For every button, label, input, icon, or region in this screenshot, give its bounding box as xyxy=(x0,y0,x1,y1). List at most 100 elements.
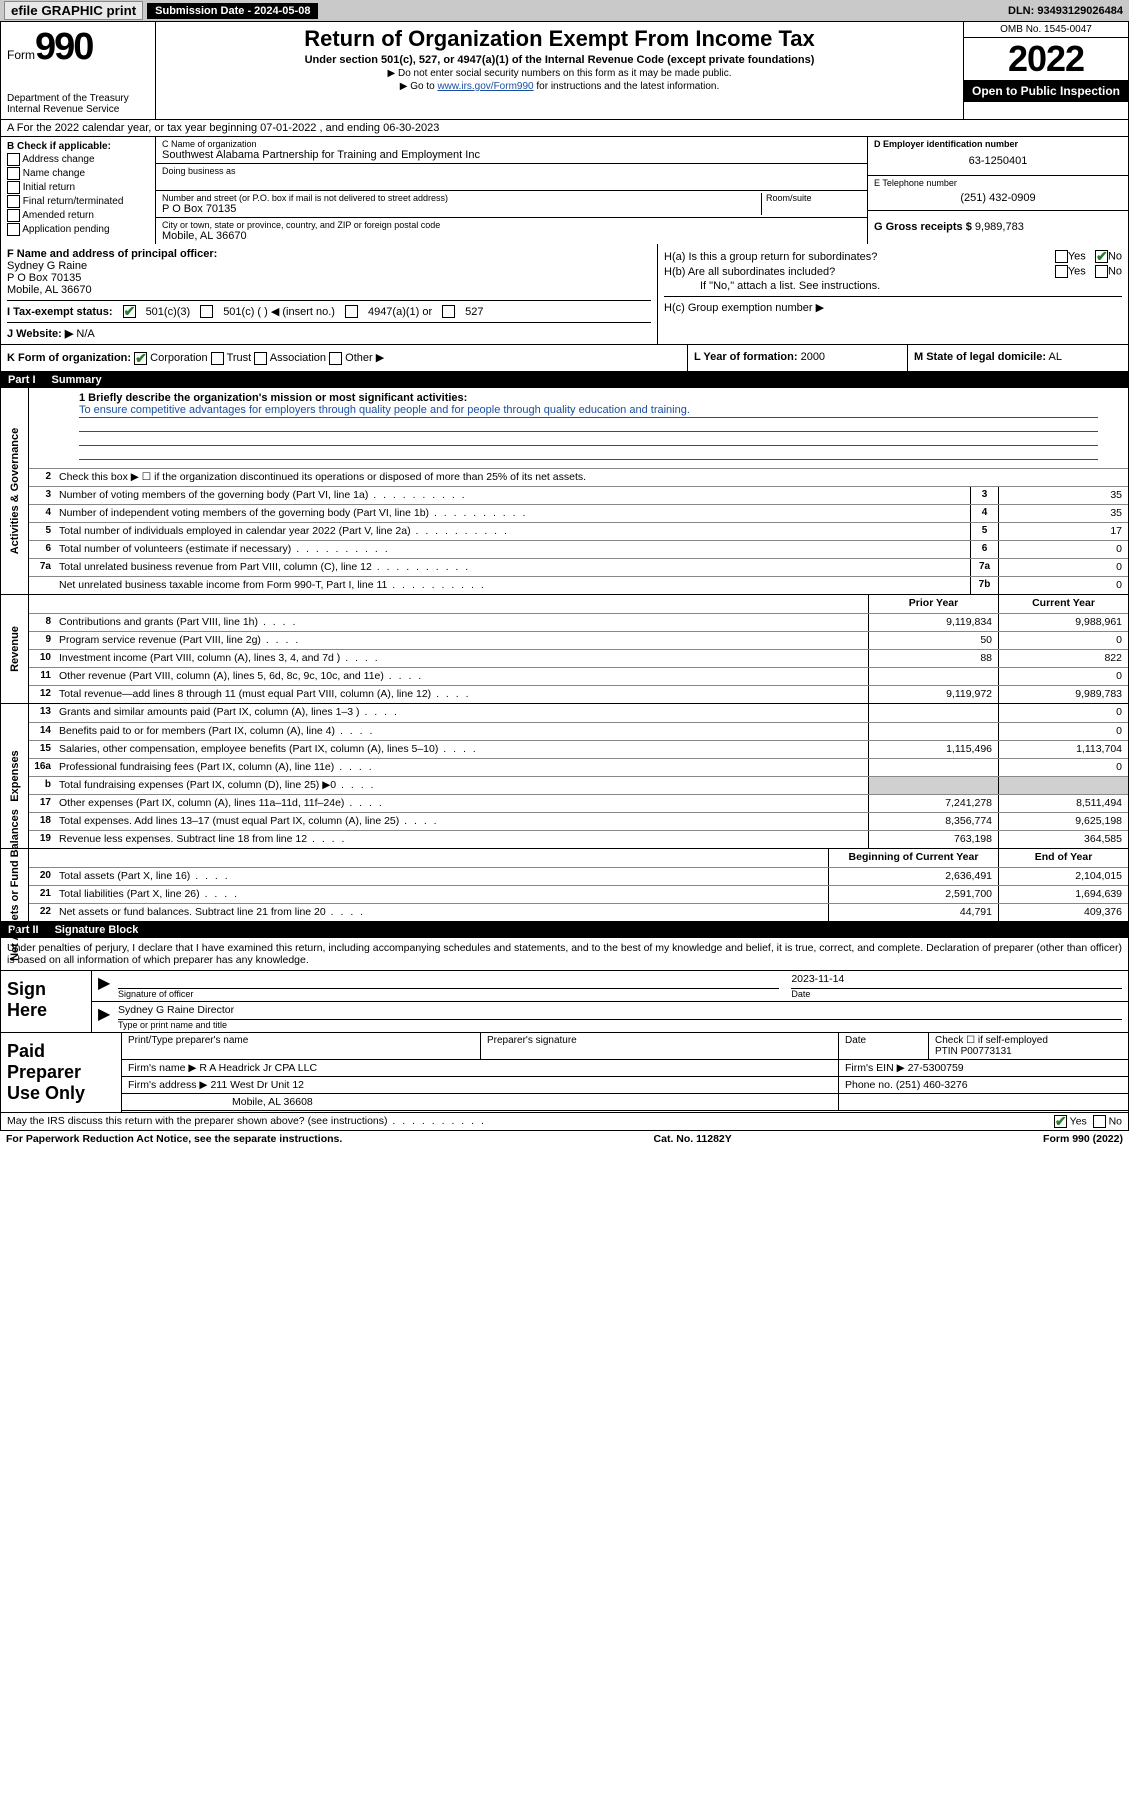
arrow-icon: ▶ xyxy=(92,1002,112,1032)
col-c-org-info: C Name of organization Southwest Alabama… xyxy=(156,137,868,244)
website-value: N/A xyxy=(76,328,94,340)
chk-501c3[interactable] xyxy=(123,305,136,318)
summary-row: 9Program service revenue (Part VIII, lin… xyxy=(29,631,1128,649)
discuss-no[interactable] xyxy=(1093,1115,1106,1128)
tel-value: (251) 432-0909 xyxy=(874,188,1122,208)
signature-block: Under penalties of perjury, I declare th… xyxy=(0,938,1129,1131)
chk-501c[interactable] xyxy=(200,305,213,318)
chk-amended-return[interactable]: Amended return xyxy=(7,209,149,222)
submission-date-badge: Submission Date - 2024-05-08 xyxy=(147,3,318,19)
summary-row: 15Salaries, other compensation, employee… xyxy=(29,740,1128,758)
irs-link[interactable]: www.irs.gov/Form990 xyxy=(437,81,533,92)
col-end-year: End of Year xyxy=(998,849,1128,867)
chk-address-change[interactable]: Address change xyxy=(7,153,149,166)
chk-assoc[interactable] xyxy=(254,352,267,365)
ptin-value: P00773131 xyxy=(961,1046,1012,1057)
summary-row: 4Number of independent voting members of… xyxy=(29,504,1128,522)
summary-row: 5Total number of individuals employed in… xyxy=(29,522,1128,540)
vlabel-na: Net Assets or Fund Balances xyxy=(1,849,29,921)
mission-text: To ensure competitive advantages for emp… xyxy=(79,404,1098,418)
ha-no[interactable] xyxy=(1095,250,1108,263)
officer-label: F Name and address of principal officer: xyxy=(7,248,217,260)
open-public-badge: Open to Public Inspection xyxy=(964,80,1128,102)
chk-corp[interactable] xyxy=(134,352,147,365)
row-klm: K Form of organization: Corporation Trus… xyxy=(0,345,1129,372)
paid-preparer-label: Paid Preparer Use Only xyxy=(1,1033,121,1112)
sign-here-label: Sign Here xyxy=(1,971,91,1032)
footer-line: For Paperwork Reduction Act Notice, see … xyxy=(0,1131,1129,1147)
sig-date: 2023-11-14 xyxy=(791,973,1122,989)
form-number: 990 xyxy=(35,26,92,68)
state-domicile-label: M State of legal domicile: xyxy=(914,351,1046,363)
tax-exempt-label: I Tax-exempt status: xyxy=(7,306,113,318)
firm-name-label: Firm's name ▶ xyxy=(128,1062,196,1074)
summary-row: 22Net assets or fund balances. Subtract … xyxy=(29,903,1128,921)
ein-value: 63-1250401 xyxy=(874,149,1122,173)
hb-label: H(b) Are all subordinates included? xyxy=(664,266,835,278)
chk-application-pending[interactable]: Application pending xyxy=(7,223,149,236)
hb-no[interactable] xyxy=(1095,265,1108,278)
gross-value: 9,989,783 xyxy=(975,221,1024,233)
part2-title: Signature Block xyxy=(55,924,139,936)
col-current-year: Current Year xyxy=(998,595,1128,613)
top-toolbar: efile GRAPHIC print Submission Date - 20… xyxy=(0,0,1129,22)
org-name-label: C Name of organization xyxy=(162,139,861,149)
year-block: OMB No. 1545-0047 2022 Open to Public In… xyxy=(963,22,1128,119)
prep-h3: Date xyxy=(838,1033,928,1060)
org-city: Mobile, AL 36670 xyxy=(162,230,861,242)
part1-title: Summary xyxy=(52,374,102,386)
section-bcd: B Check if applicable: Address change Na… xyxy=(0,137,1129,244)
part2-bar: Part II Signature Block xyxy=(0,922,1129,938)
row-a-tax-year: A For the 2022 calendar year, or tax yea… xyxy=(0,120,1129,137)
summary-row: 11Other revenue (Part VIII, column (A), … xyxy=(29,667,1128,685)
formorg-label: K Form of organization: xyxy=(7,352,131,364)
summary-gov: Activities & Governance 1 Briefly descri… xyxy=(0,388,1129,595)
pra-notice: For Paperwork Reduction Act Notice, see … xyxy=(6,1133,342,1145)
officer-name: Sydney G Raine xyxy=(7,260,651,272)
firm-addr-label: Firm's address ▶ xyxy=(128,1079,208,1091)
firm-addr1: 211 West Dr Unit 12 xyxy=(210,1079,304,1091)
org-address: P O Box 70135 xyxy=(162,203,761,215)
chk-name-change[interactable]: Name change xyxy=(7,167,149,180)
form-title-block: Return of Organization Exempt From Incom… xyxy=(156,22,963,119)
discuss-yes[interactable] xyxy=(1054,1115,1067,1128)
tel-label: E Telephone number xyxy=(874,178,1122,188)
website-label: J Website: ▶ xyxy=(7,328,73,340)
summary-row: 18Total expenses. Add lines 13–17 (must … xyxy=(29,812,1128,830)
summary-row: Net unrelated business taxable income fr… xyxy=(29,576,1128,594)
part1-num: Part I xyxy=(8,374,36,386)
chk-4947[interactable] xyxy=(345,305,358,318)
firm-name: R A Headrick Jr CPA LLC xyxy=(199,1062,317,1074)
arrow-icon: ▶ xyxy=(92,971,112,1001)
firm-addr2: Mobile, AL 36608 xyxy=(122,1094,838,1111)
section-fgh: F Name and address of principal officer:… xyxy=(0,244,1129,345)
hb-yes[interactable] xyxy=(1055,265,1068,278)
discuss-row: May the IRS discuss this return with the… xyxy=(1,1112,1128,1130)
addr-label: Number and street (or P.O. box if mail i… xyxy=(162,193,761,203)
chk-other[interactable] xyxy=(329,352,342,365)
form-header: Form990 Department of the Treasury Inter… xyxy=(0,22,1129,120)
hb-note: If "No," attach a list. See instructions… xyxy=(664,280,1122,292)
city-label: City or town, state or province, country… xyxy=(162,220,861,230)
paid-preparer-row: Paid Preparer Use Only Print/Type prepar… xyxy=(1,1032,1128,1112)
form-title: Return of Organization Exempt From Incom… xyxy=(164,26,955,52)
chk-initial-return[interactable]: Initial return xyxy=(7,181,149,194)
chk-trust[interactable] xyxy=(211,352,224,365)
form-word: Form xyxy=(7,48,35,62)
form-subtitle: Under section 501(c), 527, or 4947(a)(1)… xyxy=(164,54,955,66)
opt-4947: 4947(a)(1) or xyxy=(368,306,432,318)
ha-yes[interactable] xyxy=(1055,250,1068,263)
omb-number: OMB No. 1545-0047 xyxy=(964,22,1128,38)
summary-row: 19Revenue less expenses. Subtract line 1… xyxy=(29,830,1128,848)
dln-label: DLN: 93493129026484 xyxy=(1008,5,1129,17)
officer-addr1: P O Box 70135 xyxy=(7,272,651,284)
summary-row: 17Other expenses (Part IX, column (A), l… xyxy=(29,794,1128,812)
summary-row: bTotal fundraising expenses (Part IX, co… xyxy=(29,776,1128,794)
year-formation-value: 2000 xyxy=(801,351,825,363)
summary-row: 10Investment income (Part VIII, column (… xyxy=(29,649,1128,667)
chk-final-return[interactable]: Final return/terminated xyxy=(7,195,149,208)
q2-text: Check this box ▶ ☐ if the organization d… xyxy=(55,469,1128,486)
chk-527[interactable] xyxy=(442,305,455,318)
tax-year: 2022 xyxy=(964,38,1128,80)
efile-print-button[interactable]: efile GRAPHIC print xyxy=(4,1,143,20)
